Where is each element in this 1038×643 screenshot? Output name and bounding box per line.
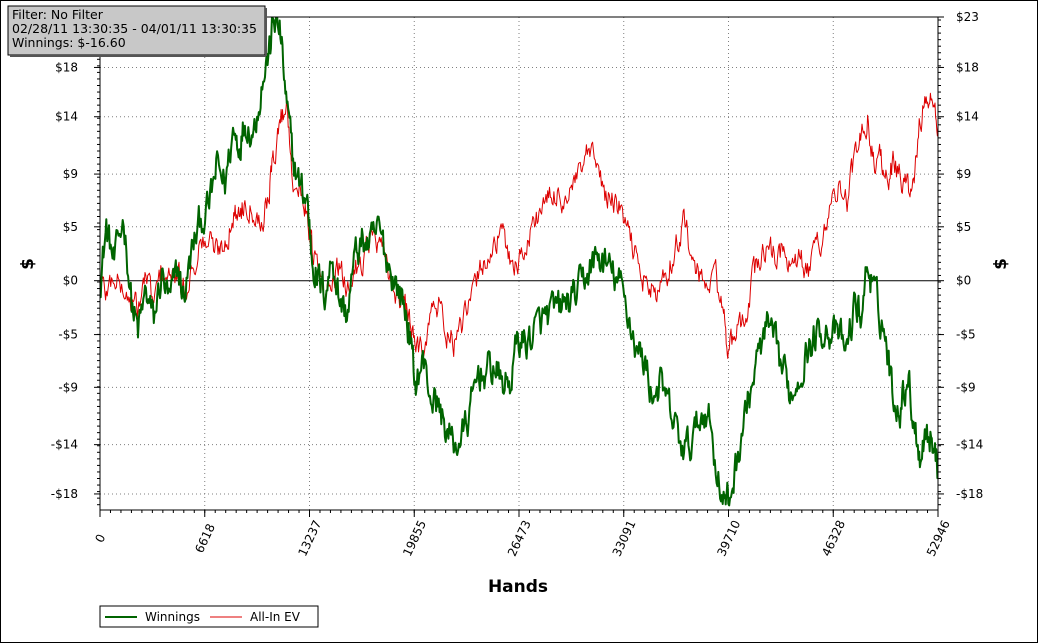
x-tick-label: 33091 xyxy=(610,518,639,559)
x-tick-label: 0 xyxy=(92,532,108,545)
y-tick-label-right: -$5 xyxy=(956,328,976,342)
x-axis: 0 6618 13237 19855 26473 33091 39710 46328 52946 xyxy=(92,510,953,559)
y-tick-label-right: $5 xyxy=(956,220,971,234)
x-tick-label: 39710 xyxy=(714,518,743,559)
legend-label-winnings: Winnings xyxy=(145,610,200,624)
x-tick-label: 52946 xyxy=(924,518,953,559)
filter-text: Filter: No Filter xyxy=(12,7,104,22)
legend: Winnings All-In EV xyxy=(99,605,319,628)
legend-box xyxy=(99,605,319,628)
y-tick-label-right: $18 xyxy=(956,60,979,74)
x-tick-label: 13237 xyxy=(295,518,324,559)
left-y-axis: $23$18$14$9$5$0-$5-$9-$14-$18 xyxy=(51,10,100,506)
legend-label-all-in-ev: All-In EV xyxy=(250,610,301,624)
y-tick-label-left: $9 xyxy=(63,167,78,181)
y-tick-label-right: -$18 xyxy=(956,487,983,501)
y-tick-label-right: -$14 xyxy=(956,438,983,452)
y-tick-label-left: $5 xyxy=(63,220,78,234)
y-axis-title-right: $ xyxy=(991,258,1011,270)
y-tick-label-right: $23 xyxy=(956,10,979,24)
y-tick-label-right: $0 xyxy=(956,274,971,288)
right-y-axis: $23 $18 $14 $9 $5 $0 -$5 -$9 -$14 -$18 xyxy=(938,10,983,506)
x-tick-label: 19855 xyxy=(400,518,429,559)
info-box-background xyxy=(7,5,266,56)
y-tick-label-right: -$9 xyxy=(956,380,976,394)
series-all-in-ev-line xyxy=(100,92,938,359)
x-tick-label: 6618 xyxy=(192,522,218,556)
y-tick-label-right: $9 xyxy=(956,167,971,181)
y-axis-title-left: $ xyxy=(18,258,38,270)
x-tick-label: 46328 xyxy=(819,518,848,559)
series-winnings-line xyxy=(100,17,938,507)
info-box: Filter: No Filter 02/28/11 13:30:35 - 04… xyxy=(7,5,267,57)
y-tick-label-left: $18 xyxy=(55,60,78,74)
y-tick-label-left: -$18 xyxy=(51,487,78,501)
x-tick-label: 26473 xyxy=(505,518,534,559)
y-tick-label-left: $0 xyxy=(63,274,78,288)
y-tick-label-left: -$14 xyxy=(51,438,78,452)
x-axis-title: Hands xyxy=(488,577,548,597)
y-tick-label-left: $14 xyxy=(55,110,78,124)
winnings-text: Winnings: $-16.60 xyxy=(12,35,126,50)
y-tick-label-left: -$5 xyxy=(58,328,78,342)
date-range-text: 02/28/11 13:30:35 - 04/01/11 13:30:35 xyxy=(12,21,257,36)
y-tick-label-left: -$9 xyxy=(58,380,78,394)
y-tick-label-right: $14 xyxy=(956,110,979,124)
